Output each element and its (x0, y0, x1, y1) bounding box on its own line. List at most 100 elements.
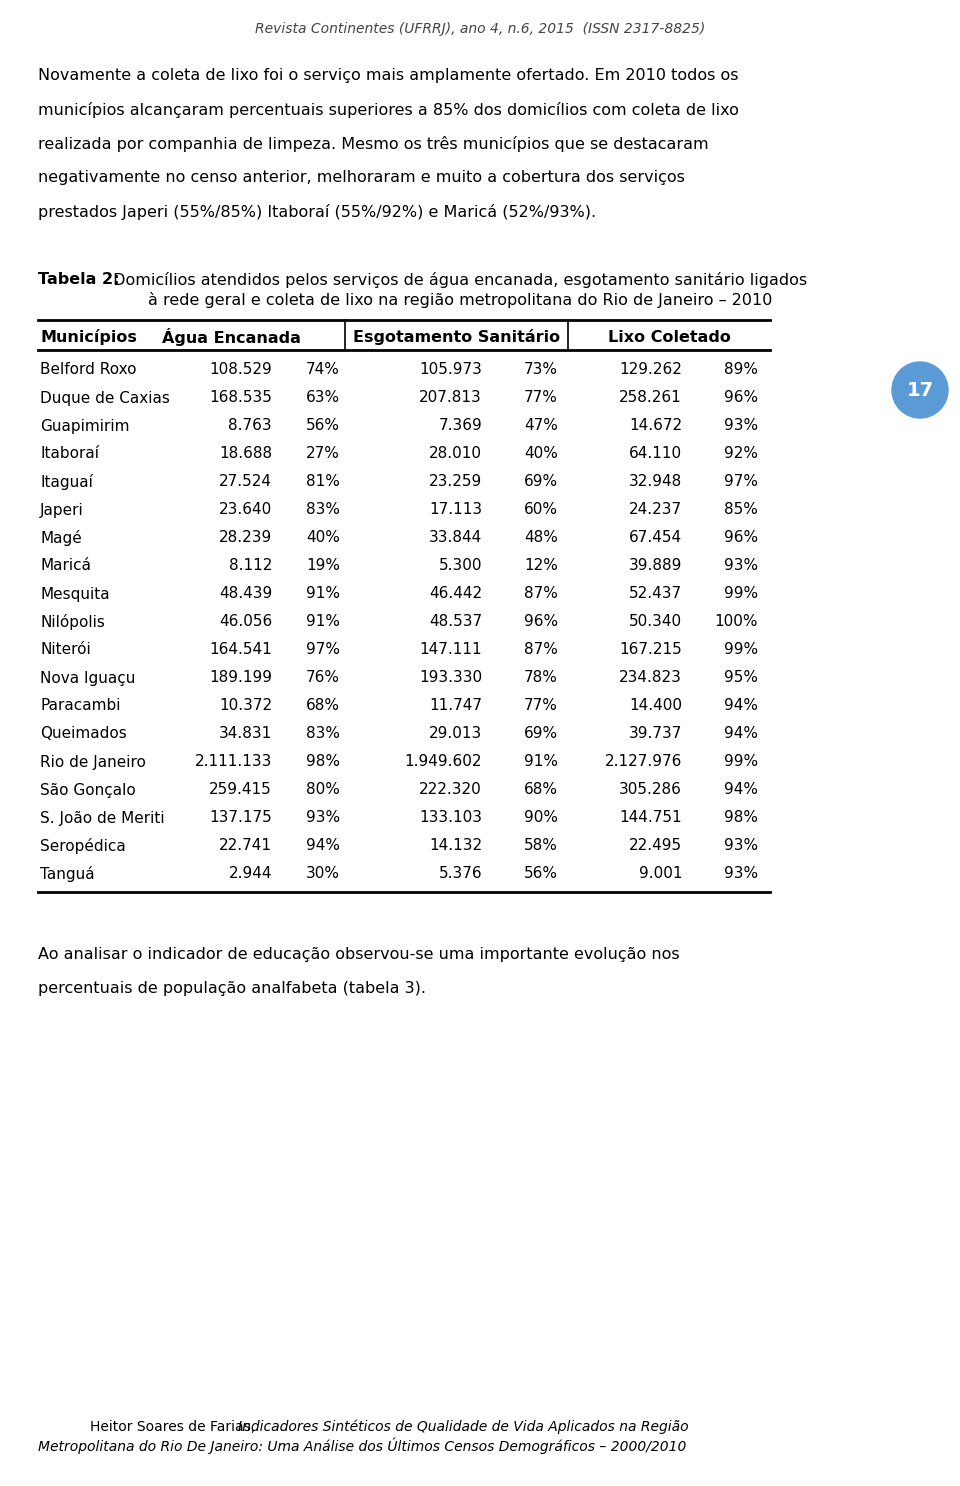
Text: 67.454: 67.454 (629, 531, 682, 545)
Text: 5.376: 5.376 (439, 866, 482, 881)
Text: 1.949.602: 1.949.602 (404, 755, 482, 770)
Text: 46.442: 46.442 (429, 587, 482, 602)
Text: 17: 17 (906, 380, 933, 400)
Text: Tanguá: Tanguá (40, 866, 95, 883)
Text: 95%: 95% (724, 670, 758, 685)
Text: prestados Japeri (55%/85%) Itaboraí (55%/92%) e Maricá (52%/93%).: prestados Japeri (55%/85%) Itaboraí (55%… (38, 204, 596, 220)
Text: Paracambi: Paracambi (40, 698, 121, 713)
Text: 96%: 96% (524, 615, 558, 630)
Text: Belford Roxo: Belford Roxo (40, 363, 136, 377)
Text: 8.763: 8.763 (228, 419, 272, 434)
Text: 99%: 99% (724, 642, 758, 657)
Text: Nova Iguaçu: Nova Iguaçu (40, 670, 135, 685)
Text: 73%: 73% (524, 363, 558, 377)
Text: 28.239: 28.239 (219, 531, 272, 545)
Text: 93%: 93% (724, 419, 758, 434)
Text: 83%: 83% (306, 502, 340, 517)
Text: 93%: 93% (724, 866, 758, 881)
Text: 48.439: 48.439 (219, 587, 272, 602)
Text: 50.340: 50.340 (629, 615, 682, 630)
Text: 167.215: 167.215 (619, 642, 682, 657)
Text: 29.013: 29.013 (429, 727, 482, 742)
Text: 48.537: 48.537 (429, 615, 482, 630)
Text: 259.415: 259.415 (209, 783, 272, 798)
Text: 105.973: 105.973 (420, 363, 482, 377)
Text: 91%: 91% (306, 587, 340, 602)
Text: Duque de Caxias: Duque de Caxias (40, 391, 170, 406)
Text: Revista Continentes (UFRRJ), ano 4, n.6, 2015  (ISSN 2317-8825): Revista Continentes (UFRRJ), ano 4, n.6,… (254, 22, 706, 36)
Text: 58%: 58% (524, 838, 558, 853)
Text: 87%: 87% (524, 587, 558, 602)
Text: 40%: 40% (524, 446, 558, 462)
Text: 14.400: 14.400 (629, 698, 682, 713)
Text: 19%: 19% (306, 559, 340, 574)
Text: 207.813: 207.813 (420, 391, 482, 406)
Text: 69%: 69% (524, 474, 558, 489)
Text: Itaboraí: Itaboraí (40, 446, 99, 462)
Text: 11.747: 11.747 (429, 698, 482, 713)
Text: 89%: 89% (724, 363, 758, 377)
Text: 137.175: 137.175 (209, 810, 272, 826)
Text: 28.010: 28.010 (429, 446, 482, 462)
Text: Niterói: Niterói (40, 642, 91, 657)
Text: 100%: 100% (714, 615, 758, 630)
Text: 96%: 96% (724, 391, 758, 406)
Text: Seropédica: Seropédica (40, 838, 126, 854)
Text: 94%: 94% (724, 783, 758, 798)
Text: 90%: 90% (524, 810, 558, 826)
Text: 22.741: 22.741 (219, 838, 272, 853)
Text: 33.844: 33.844 (429, 531, 482, 545)
Text: 39.737: 39.737 (629, 727, 682, 742)
Text: 74%: 74% (306, 363, 340, 377)
Text: 48%: 48% (524, 531, 558, 545)
Text: 56%: 56% (524, 866, 558, 881)
Text: Metropolitana do Rio De Janeiro: Uma Análise dos Últimos Censos Demográficos – 2: Metropolitana do Rio De Janeiro: Uma Aná… (38, 1438, 686, 1455)
Circle shape (892, 363, 948, 418)
Text: 8.112: 8.112 (228, 559, 272, 574)
Text: 68%: 68% (306, 698, 340, 713)
Text: Indicadores Sintéticos de Qualidade de Vida Aplicados na Região: Indicadores Sintéticos de Qualidade de V… (238, 1421, 688, 1434)
Text: 17.113: 17.113 (429, 502, 482, 517)
Text: Itaguaí: Itaguaí (40, 474, 93, 490)
Text: 23.640: 23.640 (219, 502, 272, 517)
Text: 40%: 40% (306, 531, 340, 545)
Text: Heitor Soares de Farias,: Heitor Soares de Farias, (90, 1421, 259, 1434)
Text: Guapimirim: Guapimirim (40, 419, 130, 434)
Text: 34.831: 34.831 (219, 727, 272, 742)
Text: S. João de Meriti: S. João de Meriti (40, 810, 164, 826)
Text: 98%: 98% (724, 810, 758, 826)
Text: 10.372: 10.372 (219, 698, 272, 713)
Text: 27%: 27% (306, 446, 340, 462)
Text: 94%: 94% (306, 838, 340, 853)
Text: 91%: 91% (306, 615, 340, 630)
Text: 97%: 97% (724, 474, 758, 489)
Text: 46.056: 46.056 (219, 615, 272, 630)
Text: Água Encanada: Água Encanada (162, 328, 300, 346)
Text: 96%: 96% (724, 531, 758, 545)
Text: 30%: 30% (306, 866, 340, 881)
Text: Novamente a coleta de lixo foi o serviço mais amplamente ofertado. Em 2010 todos: Novamente a coleta de lixo foi o serviço… (38, 68, 738, 83)
Text: 63%: 63% (306, 391, 340, 406)
Text: 76%: 76% (306, 670, 340, 685)
Text: 68%: 68% (524, 783, 558, 798)
Text: 78%: 78% (524, 670, 558, 685)
Text: 12%: 12% (524, 559, 558, 574)
Text: 144.751: 144.751 (619, 810, 682, 826)
Text: 93%: 93% (724, 838, 758, 853)
Text: 60%: 60% (524, 502, 558, 517)
Text: 222.320: 222.320 (420, 783, 482, 798)
Text: 92%: 92% (724, 446, 758, 462)
Text: 80%: 80% (306, 783, 340, 798)
Text: 14.132: 14.132 (429, 838, 482, 853)
Text: 97%: 97% (306, 642, 340, 657)
Text: 2.944: 2.944 (228, 866, 272, 881)
Text: 91%: 91% (524, 755, 558, 770)
Text: Municípios: Municípios (40, 328, 137, 345)
Text: Ao analisar o indicador de educação observou-se uma importante evolução nos: Ao analisar o indicador de educação obse… (38, 947, 680, 961)
Text: Mesquita: Mesquita (40, 587, 109, 602)
Text: Rio de Janeiro: Rio de Janeiro (40, 755, 146, 770)
Text: 69%: 69% (524, 727, 558, 742)
Text: 23.259: 23.259 (429, 474, 482, 489)
Text: 87%: 87% (524, 642, 558, 657)
Text: 39.889: 39.889 (629, 559, 682, 574)
